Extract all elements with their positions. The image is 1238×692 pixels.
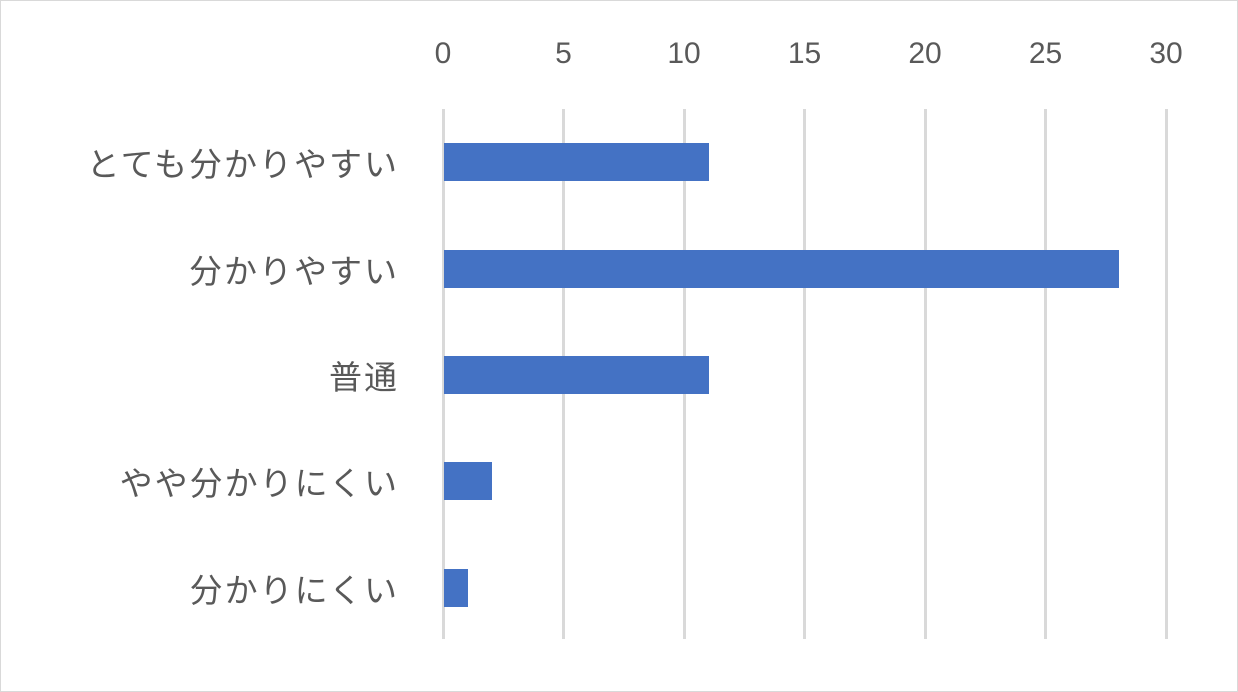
x-tick-label: 0 <box>434 37 452 70</box>
bar <box>444 250 1119 288</box>
gridline <box>1164 109 1168 639</box>
category-label: 普通 <box>329 358 399 397</box>
x-tick-label: 15 <box>787 37 822 70</box>
bar <box>444 462 493 500</box>
category-label: とても分かりやすい <box>86 145 399 184</box>
category-label: 分かりやすい <box>189 252 399 291</box>
gridline <box>923 109 927 639</box>
gridline <box>803 109 806 639</box>
x-tick-label: 25 <box>1028 37 1063 70</box>
category-label: 分かりにくい <box>189 571 399 610</box>
x-tick-label: 30 <box>1149 37 1183 70</box>
category-label: やや分かりにくい <box>119 464 399 503</box>
bar <box>444 356 710 394</box>
x-tick-label: 20 <box>908 37 942 70</box>
gridline <box>1044 109 1047 639</box>
x-tick-label: 10 <box>667 37 701 70</box>
x-tick-label: 5 <box>555 37 572 70</box>
bar <box>444 569 469 607</box>
bar <box>444 143 710 181</box>
gridline <box>441 109 445 639</box>
